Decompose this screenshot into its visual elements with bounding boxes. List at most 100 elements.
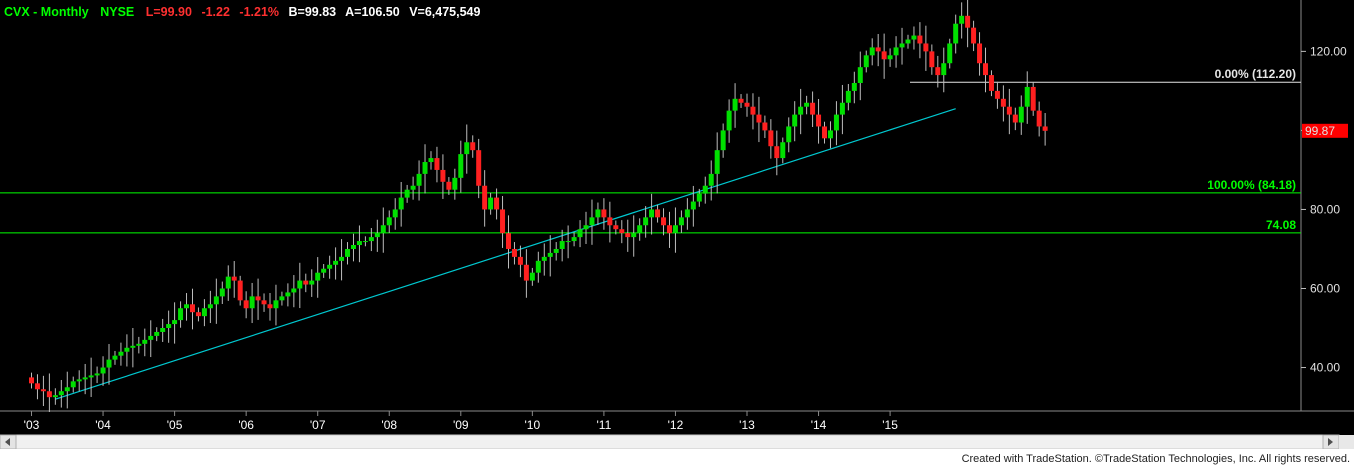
candle-body	[368, 237, 374, 242]
candle-body	[404, 189, 410, 198]
candle-body	[577, 229, 583, 238]
candle-body	[523, 264, 529, 281]
candle-body	[303, 280, 309, 285]
header-exchange: NYSE	[100, 5, 134, 19]
candle-body	[356, 241, 362, 246]
candle-body	[279, 296, 285, 301]
candle-body	[762, 122, 768, 131]
candle-body	[1024, 86, 1030, 107]
year-tick-label: '10	[525, 418, 541, 432]
candle-body	[261, 300, 267, 305]
candle-body	[547, 252, 553, 257]
candle-body	[249, 296, 255, 309]
candle-body	[768, 130, 774, 147]
candle-body	[607, 217, 613, 226]
candle-body	[678, 217, 684, 226]
candle-body	[76, 379, 82, 382]
candle-body	[631, 233, 637, 238]
candle-body	[875, 47, 881, 52]
candle-body	[953, 23, 959, 44]
candle-body	[130, 345, 136, 348]
footer-copyright: Created with TradeStation. ©TradeStation…	[962, 453, 1350, 465]
price-tick-label: 120.00	[1310, 44, 1347, 58]
candle-body	[219, 288, 225, 297]
candle-body	[386, 217, 392, 226]
candle-body	[106, 359, 112, 368]
price-tick-label: 40.00	[1310, 361, 1340, 375]
candle-body	[917, 35, 923, 44]
price-tick-label: 80.00	[1310, 202, 1340, 216]
candle-body	[738, 98, 744, 103]
candle-body	[88, 375, 94, 378]
candle-body	[983, 63, 988, 76]
year-tick-label: '15	[882, 418, 898, 432]
candle-body	[589, 217, 595, 226]
candle-body	[148, 335, 154, 340]
candle-body	[166, 324, 172, 329]
candle-body	[494, 197, 500, 210]
candle-body	[732, 98, 738, 111]
candle-body	[827, 130, 833, 139]
candle-body	[362, 241, 368, 243]
candle-body	[464, 142, 470, 155]
candle-body	[207, 304, 213, 309]
header-last: L=99.90	[146, 5, 192, 19]
candle-body	[1018, 106, 1024, 123]
candle-body	[118, 351, 124, 356]
candle-body	[112, 355, 118, 360]
candle-body	[613, 225, 619, 230]
candle-body	[863, 55, 869, 68]
candle-body	[798, 106, 804, 115]
candle-body	[643, 217, 649, 226]
candle-body	[977, 43, 983, 64]
candle-body	[786, 126, 792, 143]
candle-body	[899, 43, 905, 48]
candle-body	[201, 308, 207, 317]
candle-body	[321, 268, 327, 273]
last-price-label: 99.87	[1305, 124, 1335, 138]
candle-body	[565, 241, 571, 243]
candle-body	[46, 391, 52, 398]
candle-body	[34, 383, 40, 390]
time-axis-strip	[0, 412, 1354, 435]
scrollbar-track[interactable]	[0, 434, 1340, 450]
candle-body	[416, 173, 422, 186]
year-tick-label: '13	[739, 418, 755, 432]
candle-body	[839, 102, 845, 115]
candle-body	[637, 225, 643, 234]
candle-body	[535, 260, 541, 273]
candle-body	[29, 377, 34, 384]
candle-body	[154, 331, 160, 336]
candle-body	[517, 256, 523, 265]
candle-body	[988, 75, 994, 91]
candle-body	[857, 67, 863, 83]
candle-body	[971, 27, 977, 44]
candle-body	[935, 67, 941, 76]
header-ask: A=106.50	[345, 5, 400, 19]
candle-body	[434, 158, 440, 170]
candle-body	[40, 389, 46, 392]
candle-body	[339, 256, 345, 261]
candle-body	[428, 158, 434, 163]
candle-body	[666, 225, 672, 234]
price-tick-label: 60.00	[1310, 281, 1340, 295]
candle-body	[82, 377, 88, 380]
candle-body	[1000, 98, 1006, 107]
candle-body	[225, 276, 231, 289]
candle-body	[714, 150, 720, 174]
candle-body	[267, 304, 273, 309]
year-tick-label: '09	[453, 418, 469, 432]
candle-body	[923, 43, 929, 52]
candle-body	[231, 276, 237, 281]
candle-body	[661, 217, 667, 226]
header-volume: V=6,475,549	[409, 5, 480, 19]
candle-body	[780, 142, 786, 159]
candle-body	[792, 114, 798, 127]
candle-body	[804, 102, 810, 107]
candle-body	[488, 197, 494, 210]
candle-body	[1042, 126, 1048, 131]
candle-body	[690, 201, 696, 210]
level-annotations: 0.00% (112.20) 100.00% (84.18) 74.08	[1207, 67, 1296, 232]
candle-body	[1030, 86, 1036, 111]
